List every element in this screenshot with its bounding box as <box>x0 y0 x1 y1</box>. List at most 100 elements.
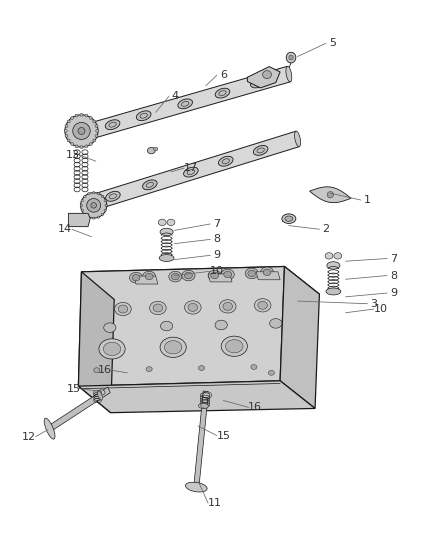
Ellipse shape <box>92 191 95 193</box>
Text: 14: 14 <box>58 224 72 235</box>
Ellipse shape <box>169 271 182 282</box>
Ellipse shape <box>148 148 155 154</box>
Text: 17: 17 <box>184 163 198 173</box>
Ellipse shape <box>65 125 68 127</box>
Ellipse shape <box>44 418 55 439</box>
Ellipse shape <box>248 270 256 277</box>
Ellipse shape <box>160 337 186 358</box>
Ellipse shape <box>289 55 293 60</box>
Ellipse shape <box>97 192 99 195</box>
Text: 10: 10 <box>374 304 388 314</box>
Ellipse shape <box>95 125 98 127</box>
Ellipse shape <box>81 199 83 201</box>
Ellipse shape <box>286 52 296 63</box>
Ellipse shape <box>101 213 104 215</box>
Text: 12: 12 <box>22 432 36 442</box>
Text: 16: 16 <box>248 402 262 413</box>
Text: 3: 3 <box>371 298 378 309</box>
Ellipse shape <box>158 219 166 225</box>
Ellipse shape <box>105 204 107 206</box>
Ellipse shape <box>153 147 158 151</box>
Ellipse shape <box>80 114 83 116</box>
Polygon shape <box>81 266 319 300</box>
Ellipse shape <box>132 274 140 281</box>
Ellipse shape <box>99 339 125 359</box>
Ellipse shape <box>286 66 292 82</box>
Ellipse shape <box>88 192 90 195</box>
Ellipse shape <box>73 123 90 140</box>
Ellipse shape <box>136 111 151 120</box>
Ellipse shape <box>221 336 247 357</box>
Ellipse shape <box>160 228 173 236</box>
Text: 7: 7 <box>213 219 220 229</box>
Ellipse shape <box>219 300 236 313</box>
Ellipse shape <box>164 341 182 354</box>
Ellipse shape <box>71 116 74 119</box>
Ellipse shape <box>219 156 233 166</box>
Ellipse shape <box>145 273 153 280</box>
Ellipse shape <box>224 271 232 278</box>
Ellipse shape <box>65 115 98 147</box>
Polygon shape <box>78 266 285 386</box>
Ellipse shape <box>254 298 271 312</box>
Ellipse shape <box>327 191 333 198</box>
Ellipse shape <box>215 320 227 330</box>
Text: 8: 8 <box>390 271 397 280</box>
Ellipse shape <box>80 204 82 206</box>
Text: 7: 7 <box>390 254 397 263</box>
Polygon shape <box>80 66 290 141</box>
Ellipse shape <box>215 88 230 98</box>
Ellipse shape <box>104 323 116 333</box>
Text: 2: 2 <box>322 224 329 235</box>
Text: 6: 6 <box>220 70 227 80</box>
Text: 9: 9 <box>213 251 220 260</box>
Ellipse shape <box>87 199 101 212</box>
Text: 15: 15 <box>67 384 81 394</box>
Polygon shape <box>194 391 208 488</box>
Ellipse shape <box>171 273 179 280</box>
Ellipse shape <box>167 219 175 225</box>
Ellipse shape <box>65 134 68 138</box>
Ellipse shape <box>188 303 198 311</box>
Ellipse shape <box>78 126 85 141</box>
Polygon shape <box>256 272 280 280</box>
Ellipse shape <box>103 342 121 356</box>
Ellipse shape <box>178 99 192 109</box>
Ellipse shape <box>146 367 152 372</box>
Ellipse shape <box>101 195 104 197</box>
Ellipse shape <box>94 368 100 373</box>
Ellipse shape <box>160 321 173 331</box>
Ellipse shape <box>115 302 131 316</box>
Ellipse shape <box>143 271 155 282</box>
Ellipse shape <box>251 365 257 369</box>
Ellipse shape <box>201 403 208 408</box>
Ellipse shape <box>85 114 88 117</box>
Ellipse shape <box>93 139 96 142</box>
Text: 11: 11 <box>208 498 222 508</box>
Polygon shape <box>310 187 351 203</box>
Ellipse shape <box>327 262 340 269</box>
Ellipse shape <box>118 305 128 313</box>
Ellipse shape <box>203 392 212 398</box>
Ellipse shape <box>75 145 78 148</box>
Ellipse shape <box>282 214 296 223</box>
Text: 13: 13 <box>66 150 80 160</box>
Polygon shape <box>280 266 319 408</box>
Ellipse shape <box>270 319 282 328</box>
Ellipse shape <box>223 302 233 310</box>
Ellipse shape <box>185 482 207 492</box>
Ellipse shape <box>211 272 219 279</box>
Ellipse shape <box>184 301 201 314</box>
Ellipse shape <box>261 267 274 278</box>
Ellipse shape <box>221 269 234 280</box>
Text: 16: 16 <box>98 365 112 375</box>
Ellipse shape <box>150 301 166 314</box>
Ellipse shape <box>285 216 293 221</box>
Ellipse shape <box>325 253 333 259</box>
Ellipse shape <box>226 340 243 353</box>
Ellipse shape <box>85 145 88 148</box>
Ellipse shape <box>75 114 78 117</box>
Polygon shape <box>247 67 280 88</box>
Text: 5: 5 <box>329 38 336 48</box>
Ellipse shape <box>263 269 271 276</box>
